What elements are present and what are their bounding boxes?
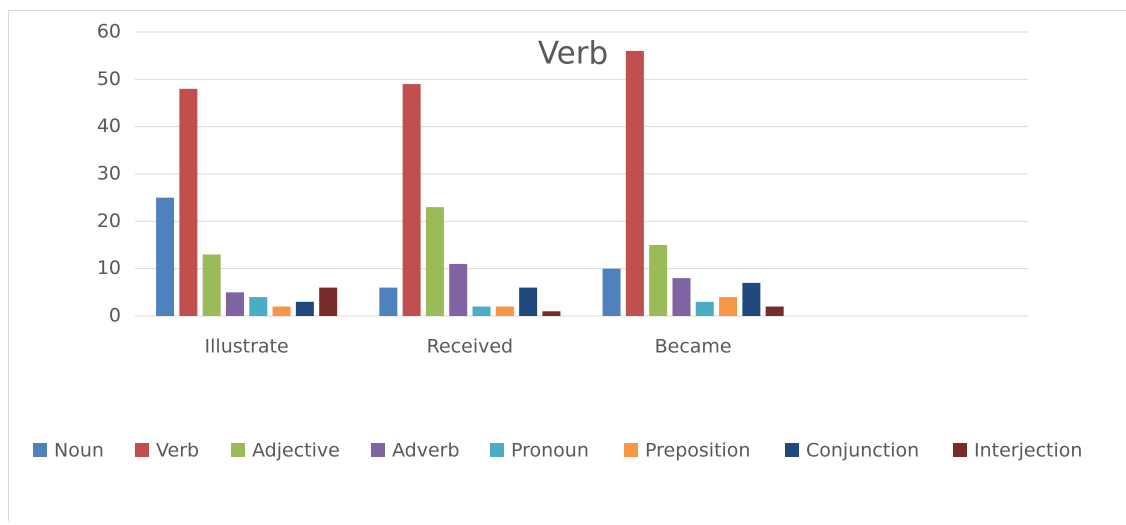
y-tick-label: 20	[97, 210, 121, 232]
legend-swatch	[231, 443, 245, 457]
y-tick-label: 10	[97, 257, 121, 279]
legend-swatch	[490, 443, 504, 457]
bar	[766, 307, 784, 316]
legend-label: Verb	[156, 440, 199, 462]
legend-swatch	[33, 443, 47, 457]
bar	[542, 311, 560, 316]
bar	[742, 283, 760, 316]
legend-label: Conjunction	[806, 440, 919, 462]
y-tick-label: 60	[97, 21, 121, 43]
bar	[696, 302, 714, 316]
bar	[473, 307, 491, 316]
y-tick-label: 0	[109, 305, 121, 327]
bar	[273, 307, 291, 316]
legend-swatch	[135, 443, 149, 457]
bar	[426, 207, 444, 316]
legend-swatch	[785, 443, 799, 457]
legend-label: Noun	[54, 440, 104, 462]
bar	[719, 297, 737, 316]
bar	[672, 278, 690, 316]
bar	[203, 254, 221, 316]
bar	[179, 89, 197, 316]
bar	[519, 288, 537, 316]
legend-swatch	[624, 443, 638, 457]
bar	[249, 297, 267, 316]
legend-label: Pronoun	[511, 440, 589, 462]
bar	[603, 269, 621, 316]
bar	[649, 245, 667, 316]
legend-label: Adverb	[392, 440, 460, 462]
legend-label: Adjective	[252, 440, 340, 462]
bar	[156, 198, 174, 316]
bar	[626, 51, 644, 316]
legend-label: Preposition	[645, 440, 750, 462]
x-tick-label: Received	[427, 336, 513, 358]
bar	[449, 264, 467, 316]
x-tick-label: Became	[655, 336, 732, 358]
bar	[403, 84, 421, 316]
y-tick-label: 50	[97, 68, 121, 90]
bar	[496, 307, 514, 316]
legend-label: Interjection	[974, 440, 1082, 462]
legend-swatch	[371, 443, 385, 457]
legend-swatch	[953, 443, 967, 457]
x-tick-label: Illustrate	[205, 336, 289, 358]
y-tick-label: 40	[97, 115, 121, 137]
bar	[296, 302, 314, 316]
bar	[226, 292, 244, 316]
chart-title: Verb	[538, 36, 608, 72]
bar	[319, 288, 337, 316]
y-tick-label: 30	[97, 163, 121, 185]
bar	[379, 288, 397, 316]
